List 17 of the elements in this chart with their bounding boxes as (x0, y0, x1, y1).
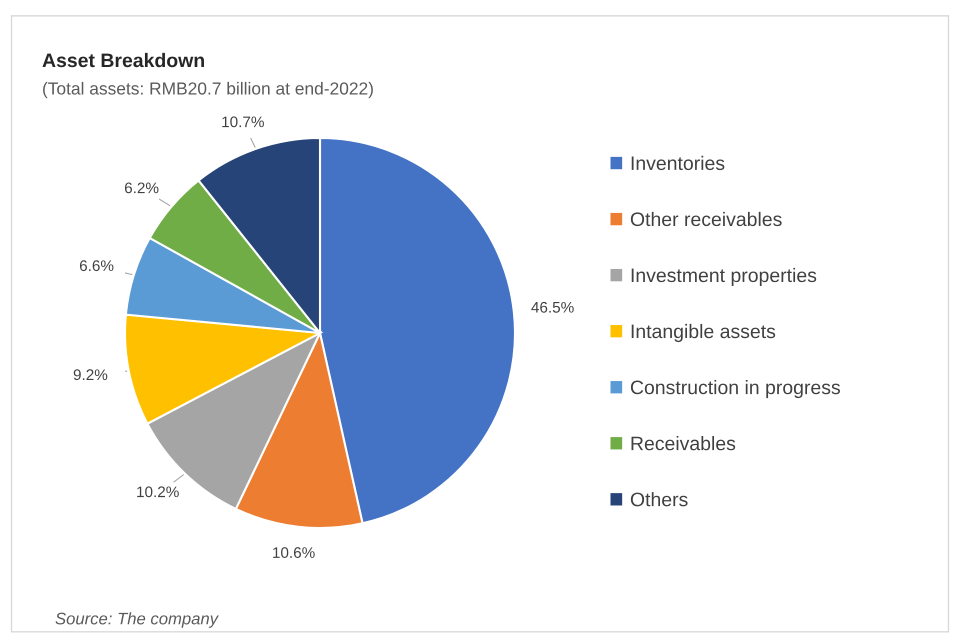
data-label: 9.2% (74, 369, 108, 380)
data-label: 6.2% (124, 182, 158, 194)
source-note: Source: The company (55, 612, 219, 628)
chart-subtitle: (Total assets: RMB20.7 billion at end-2022) (43, 82, 373, 98)
legend-label: Inventories (632, 156, 724, 170)
data-label: 10.2% (137, 486, 179, 498)
legend-label: Construction in progress (630, 380, 840, 398)
legend-label: Others (630, 492, 688, 506)
legend-label: Other receivables (630, 212, 782, 226)
data-label: 10.7% (222, 116, 264, 128)
chart-title: Asset Breakdown (42, 52, 204, 68)
legend-label: Receivables (632, 436, 736, 450)
legend-label: Investment properties (632, 268, 816, 286)
data-label: 46.5% (531, 302, 574, 313)
data-label: 6.6% (80, 260, 114, 272)
legend-label: Intangible assets (632, 324, 776, 342)
data-label: 10.6% (273, 547, 315, 558)
